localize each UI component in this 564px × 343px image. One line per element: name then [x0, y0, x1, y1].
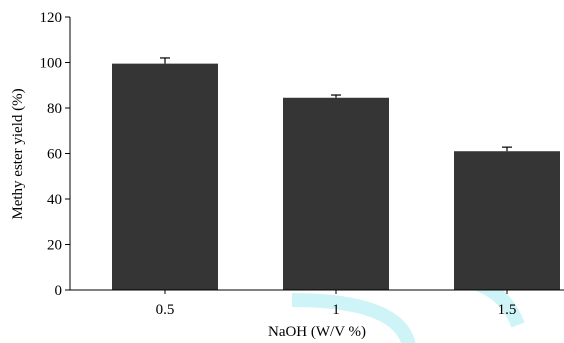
error-bars-layer — [160, 57, 512, 152]
y-tick-label: 100 — [40, 56, 63, 72]
y-tick-label: 0 — [55, 283, 63, 299]
y-axis-title: Methy ester yield (%) — [10, 88, 26, 219]
x-tick-label: 1 — [332, 302, 340, 318]
y-tick-label: 40 — [47, 192, 62, 208]
y-tick-label: 120 — [40, 10, 63, 26]
y-ticks: 0 20 40 60 80 100 120 — [40, 10, 70, 299]
bar-1.5 — [454, 151, 560, 290]
bars-layer — [112, 63, 560, 291]
bar-1 — [283, 97, 389, 290]
bar-0.5 — [112, 63, 218, 291]
y-tick-label: 20 — [47, 238, 62, 254]
y-tick-label: 80 — [47, 101, 62, 117]
x-ticks: 0.5 1 1.5 — [156, 290, 517, 318]
y-tick-label: 60 — [47, 147, 62, 163]
x-axis-title: NaOH (W/V %) — [268, 324, 366, 340]
x-tick-label: 1.5 — [498, 302, 517, 318]
x-tick-label: 0.5 — [156, 302, 175, 318]
